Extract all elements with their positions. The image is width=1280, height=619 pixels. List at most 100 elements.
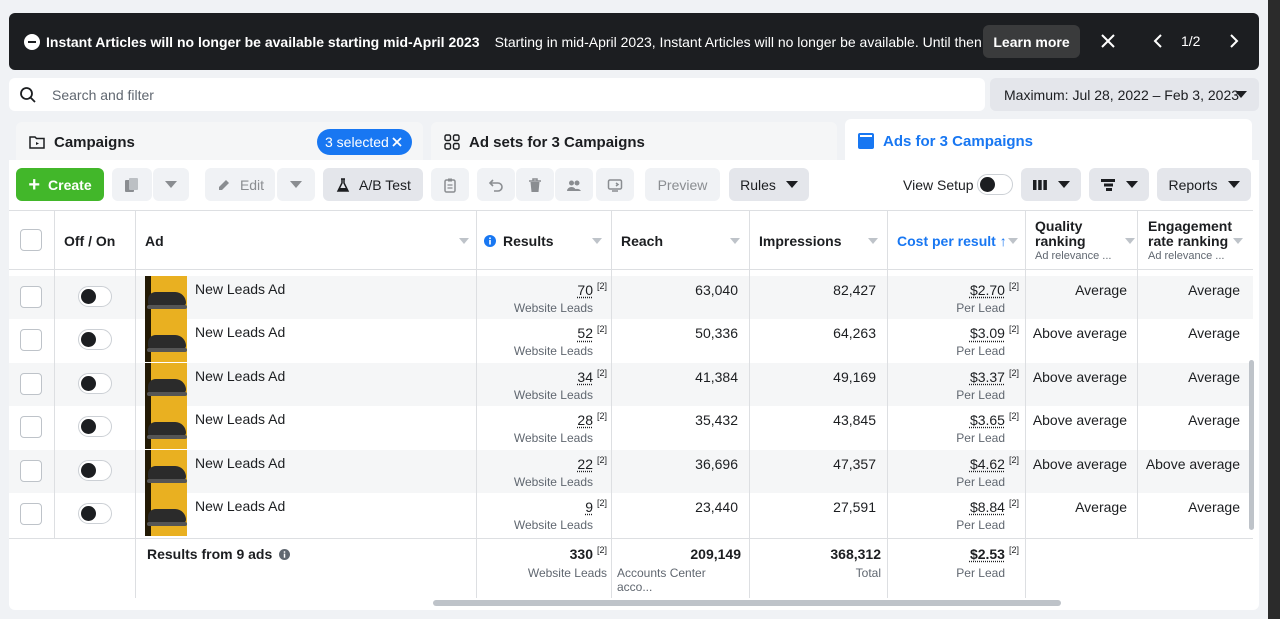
cost-value[interactable]: $3.65 [969, 412, 1005, 429]
row-checkbox[interactable] [20, 329, 42, 352]
cost-sub: Per Lead [956, 431, 1005, 446]
ad-on-off-toggle[interactable] [78, 416, 112, 438]
duplicate-button[interactable] [112, 168, 152, 201]
results-value[interactable]: 34 [577, 368, 593, 385]
cost-cell: $3.37 [2] Per Lead [889, 368, 1019, 402]
ad-on-off-toggle[interactable] [78, 286, 112, 307]
ad-thumbnail[interactable] [145, 276, 187, 319]
search-input[interactable]: Search and filter [52, 86, 154, 103]
table-row[interactable]: New Leads Ad 28 [2] Website Leads 35,432 43,8… [9, 406, 1253, 450]
tab-ads[interactable]: Ads for 3 Campaigns [845, 119, 1252, 163]
col-off-on[interactable]: Off / On [64, 233, 116, 249]
view-setup-toggle[interactable] [977, 174, 1013, 195]
footnote-marker: [2] [596, 498, 607, 508]
results-value[interactable]: 70 [577, 282, 593, 298]
engagement-ranking-value: Average [1188, 499, 1240, 515]
share-button[interactable] [596, 168, 634, 201]
results-sub: Website Leads [513, 344, 593, 359]
cost-value[interactable]: $3.37 [969, 368, 1005, 385]
selected-count-pill[interactable]: 3 selected [317, 129, 412, 155]
ad-name[interactable]: New Leads Ad [195, 498, 286, 514]
ad-on-off-toggle[interactable] [78, 329, 112, 351]
edit-label: Edit [239, 176, 265, 193]
create-button[interactable]: + Create [16, 168, 104, 201]
ad-thumbnail[interactable] [145, 449, 187, 493]
edit-dropdown-button[interactable] [277, 168, 315, 201]
results-value[interactable]: 52 [577, 325, 593, 342]
vertical-scrollbar[interactable] [1249, 360, 1254, 530]
columns-icon [1033, 179, 1047, 190]
ad-name[interactable]: New Leads Ad [195, 454, 286, 471]
col-reach[interactable]: Reach [621, 211, 748, 271]
ad-on-off-toggle[interactable] [78, 372, 112, 394]
total-cost-value[interactable]: $2.53 [969, 546, 1005, 562]
learn-more-button[interactable]: Learn more [983, 25, 1080, 58]
clear-selection-icon[interactable] [391, 136, 403, 148]
chevron-left-icon[interactable] [1148, 31, 1168, 51]
close-icon[interactable] [1098, 31, 1118, 51]
audience-button[interactable] [555, 168, 593, 201]
ad-thumbnail[interactable] [145, 493, 187, 536]
row-checkbox[interactable] [20, 372, 42, 395]
reports-button[interactable]: Reports [1157, 168, 1251, 201]
ab-test-button[interactable]: A/B Test [323, 168, 423, 201]
ad-on-off-toggle[interactable] [78, 503, 112, 524]
cost-value[interactable]: $3.09 [969, 325, 1005, 342]
table-row[interactable]: New Leads Ad 9 [2] Website Leads 23,440 27,59… [9, 493, 1253, 536]
grid-icon [444, 134, 460, 150]
col-cost-per-result[interactable]: Cost per result ↑ [897, 211, 1026, 271]
date-range-picker[interactable]: Maximum: Jul 28, 2022 – Feb 3, 2023 [990, 78, 1259, 111]
col-quality-ranking[interactable]: Quality ranking Ad relevance ... [1035, 211, 1143, 271]
cost-value[interactable]: $8.84 [969, 499, 1005, 515]
ad-thumbnail[interactable] [145, 406, 187, 450]
row-checkbox[interactable] [20, 503, 42, 525]
tab-campaigns[interactable]: Campaigns 3 selected [16, 122, 423, 162]
select-all-checkbox[interactable] [20, 229, 42, 251]
reach-value: 50,336 [695, 325, 738, 342]
table-row[interactable]: New Leads Ad 52 [2] Website Leads 50,336 64,2… [9, 319, 1253, 363]
impressions-value: 47,357 [833, 455, 876, 472]
col-ad[interactable]: Ad [145, 211, 477, 271]
results-value[interactable]: 28 [577, 412, 593, 429]
column-divider [1025, 211, 1026, 598]
clipboard-button[interactable] [431, 168, 469, 201]
col-engagement-ranking[interactable]: Engagement rate ranking Ad relevance ... [1148, 211, 1251, 271]
undo-button[interactable] [477, 168, 515, 201]
table-row[interactable]: New Leads Ad 22 [2] Website Leads 36,696 47,3… [9, 449, 1253, 493]
cost-value[interactable]: $2.70 [969, 282, 1005, 298]
search-filter-bar[interactable]: Search and filter [9, 78, 985, 111]
tab-ad-sets[interactable]: Ad sets for 3 Campaigns [431, 122, 837, 162]
col-impressions[interactable]: Impressions [759, 211, 886, 271]
table-row[interactable]: New Leads Ad 70 [2] Website Leads 63,040 82,4… [9, 276, 1253, 319]
duplicate-dropdown-button[interactable] [153, 168, 189, 201]
ad-name[interactable]: New Leads Ad [195, 324, 286, 341]
columns-button[interactable] [1021, 168, 1081, 201]
horizontal-scrollbar[interactable] [433, 600, 1061, 606]
cost-value[interactable]: $4.62 [969, 455, 1005, 472]
preview-button[interactable]: Preview [645, 168, 720, 201]
results-value[interactable]: 9 [585, 499, 593, 515]
toggle-knob [81, 506, 96, 521]
rules-button[interactable]: Rules [729, 168, 809, 201]
row-checkbox[interactable] [20, 459, 42, 482]
edit-button[interactable]: Edit [205, 168, 275, 201]
ad-name[interactable]: New Leads Ad [195, 281, 286, 297]
col-results[interactable]: Results [484, 211, 610, 271]
ad-thumbnail[interactable] [145, 319, 187, 363]
results-value[interactable]: 22 [577, 455, 593, 472]
chevron-right-icon[interactable] [1224, 31, 1244, 51]
footnote-marker: [2] [596, 454, 607, 465]
breakdown-button[interactable] [1089, 168, 1149, 201]
ad-thumbnail[interactable] [145, 362, 187, 406]
total-impressions-sub: Total [855, 566, 881, 580]
caret-down-icon [1227, 181, 1240, 188]
ad-name[interactable]: New Leads Ad [195, 367, 286, 384]
reach-value: 23,440 [695, 499, 738, 515]
table-row[interactable]: New Leads Ad 34 [2] Website Leads 41,384 49,1… [9, 362, 1253, 406]
delete-button[interactable] [516, 168, 554, 201]
ad-on-off-toggle[interactable] [78, 459, 112, 481]
row-checkbox[interactable] [20, 286, 42, 308]
ad-name[interactable]: New Leads Ad [195, 411, 286, 428]
row-checkbox[interactable] [20, 416, 42, 439]
results-cell: 22 [2] Website Leads [477, 454, 607, 489]
